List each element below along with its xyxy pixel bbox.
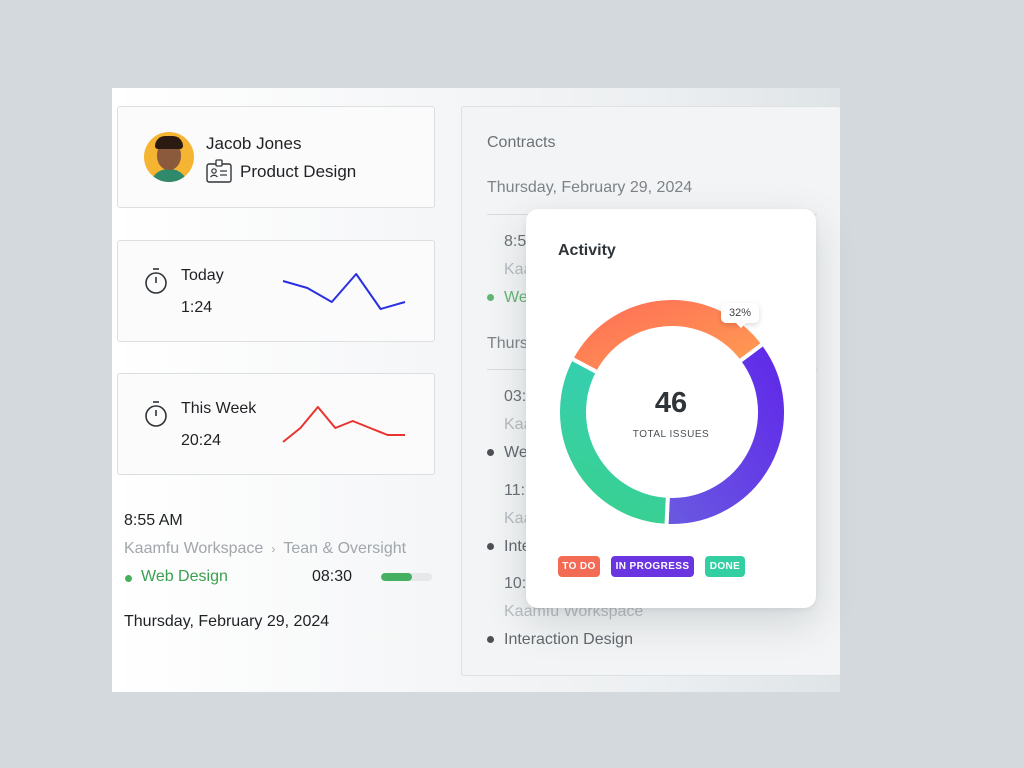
chevron-right-icon: › [271,542,276,556]
today-value: 1:24 [181,299,213,316]
week-label: This Week [181,400,257,417]
breadcrumb-project[interactable]: Tean & Oversight [283,540,407,557]
legend-done[interactable]: DONE [705,556,745,577]
breadcrumb-workspace[interactable]: Kaamfu Workspace [124,540,264,557]
id-badge-icon [206,159,232,183]
contract-tag-label: Inte [504,538,531,555]
contract-time: 11: [504,482,526,499]
total-issues-value: 46 [654,387,688,419]
contract-time: 03: [504,388,527,405]
contract-time: 8:5 [504,233,527,250]
contract-workspace: Kaa [504,416,533,433]
activity-card: Activity 46 TOTAL ISSUES 32% TO DO IN PR… [526,209,816,608]
stopwatch-icon [145,401,167,427]
entry-tag-row: Web Design 08:30 [124,568,432,590]
avatar-hair [155,136,183,149]
status-dot [487,449,494,457]
contract-tag-label: Interaction Design [504,631,633,648]
today-label: Today [181,267,224,284]
contract-tag-label: We [504,444,528,461]
breadcrumb: Kaamfu Workspace › Tean & Oversight [124,540,406,558]
legend-todo[interactable]: TO DO [558,556,600,577]
contract-tag[interactable]: We [487,289,528,307]
week-timer-card[interactable]: This Week 20:24 [117,373,435,475]
stopwatch-icon [145,268,167,294]
activity-donut-chart [556,296,788,528]
entry-progress-fill [381,573,412,581]
contract-time: 10: [504,575,527,592]
week-value: 20:24 [181,432,222,449]
status-dot [487,294,494,302]
today-timer-card[interactable]: Today 1:24 [117,240,435,342]
entry-time: 8:55 AM [124,512,183,529]
sparkline-path [282,406,405,443]
avatar [144,132,194,182]
profile-card[interactable]: Jacob Jones Product Design [117,106,435,208]
status-dot [487,636,494,644]
entry-duration: 08:30 [312,568,353,585]
contracts-date-heading: Thursday, February 29, 2024 [487,179,693,196]
percent-badge: 32% [721,303,759,328]
today-sparkline [282,273,406,310]
contracts-date-heading: Thurs [487,335,528,352]
status-dot [487,543,494,551]
contract-tag-label: We [504,289,528,306]
legend-in-progress[interactable]: IN PROGRESS [611,556,694,577]
profile-name: Jacob Jones [206,134,302,153]
avatar-shirt [150,169,188,182]
contract-tag[interactable]: We [487,444,528,462]
contract-workspace: Kaa [504,510,533,527]
week-sparkline [282,406,405,443]
entry-tag[interactable]: Web Design [141,568,228,585]
profile-role: Product Design [240,162,357,181]
donut-slice-done[interactable] [556,355,670,528]
entry-date: Thursday, February 29, 2024 [124,613,330,630]
entry-progress-bar [381,573,432,581]
activity-title: Activity [558,242,616,259]
contracts-title: Contracts [487,134,556,151]
contract-tag[interactable]: Interaction Design [487,631,633,649]
sparkline-path [282,273,406,310]
contract-tag[interactable]: Inte [487,538,531,556]
status-dot [125,575,132,582]
contract-workspace: Kaa [504,261,533,278]
total-issues-label: TOTAL ISSUES [632,429,710,440]
